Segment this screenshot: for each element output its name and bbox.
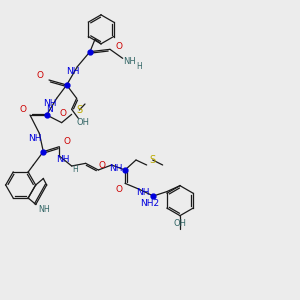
Text: NH2: NH2: [140, 200, 160, 208]
Text: NH: NH: [28, 134, 42, 143]
Text: O: O: [37, 70, 44, 80]
Text: O: O: [19, 106, 26, 115]
Text: NH: NH: [43, 99, 57, 108]
Text: NH: NH: [56, 155, 69, 164]
Text: OH: OH: [76, 118, 89, 127]
Text: NH: NH: [124, 57, 136, 66]
Text: NH: NH: [136, 188, 150, 197]
Text: NH: NH: [67, 67, 80, 76]
Text: O: O: [116, 42, 123, 51]
Text: OH: OH: [173, 220, 187, 229]
Text: O: O: [63, 137, 70, 146]
Text: N: N: [46, 105, 53, 114]
Text: S: S: [76, 105, 83, 115]
Text: S: S: [150, 155, 156, 165]
Text: O: O: [116, 185, 123, 194]
Text: H: H: [136, 62, 142, 71]
Text: O: O: [59, 109, 66, 118]
Text: H: H: [72, 165, 78, 174]
Text: NH: NH: [109, 164, 123, 173]
Text: NH: NH: [38, 205, 50, 214]
Text: O: O: [98, 160, 105, 169]
